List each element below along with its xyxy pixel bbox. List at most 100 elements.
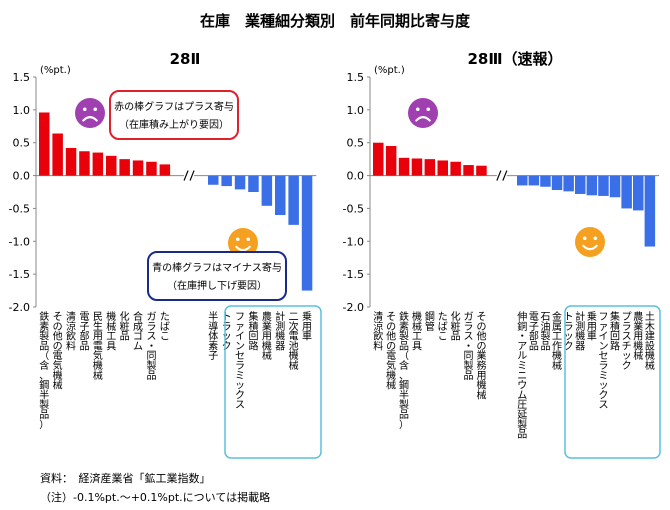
bar-positive: [65, 147, 77, 176]
x-tick-label: 電子部品: [529, 311, 539, 352]
bar-negative: [633, 175, 644, 211]
bar-positive: [39, 112, 50, 176]
y-tick-label: -0.5: [343, 202, 364, 215]
callout-positive: 赤の棒グラフはプラス寄与 （在庫積み上がり要因）: [109, 90, 239, 140]
x-tick-label: 鉄素製品（含、鋼半製品）: [399, 310, 409, 431]
sad-face-icon: [75, 98, 105, 128]
sad-face-icon-eye-right: [426, 107, 431, 112]
bar-positive: [119, 159, 130, 176]
x-tick-label: 集積回路: [610, 310, 620, 352]
bar-negative: [301, 175, 313, 291]
x-tick-label: ファインセラミックス: [235, 312, 245, 411]
source-note: 資料： 経済産業省「鉱工業指数」: [40, 472, 211, 485]
x-tick-label: 伸銅・アルミニウム圧延製品: [517, 311, 527, 441]
chart-panel-right: 28Ⅲ（速報） (%pt.) 1.5 1.0 0.5 0.0 -0.5 -1.0 -1.5 -2.…: [343, 50, 661, 459]
x-tick-label: たばこ: [160, 311, 170, 343]
x-tick-label: ファインセラミックス: [598, 312, 608, 411]
bar-negative: [275, 175, 286, 215]
bar-negative: [528, 175, 540, 186]
y-tick-label: -0.5: [9, 202, 30, 215]
sad-face-icon-mouth: [415, 116, 431, 122]
x-tick-label: 農業用機械: [633, 310, 643, 362]
sad-face-icon-circle: [75, 98, 105, 128]
x-tick-label: トラック: [564, 312, 574, 352]
x-tick-label: その他の電気機械: [386, 311, 396, 392]
bar-positive: [159, 164, 171, 176]
bar-positive: [476, 165, 487, 176]
callout-negative: 青の棒グラフはマイナス寄与 （在庫押し下げ要因）: [147, 251, 287, 301]
callout-positive-line1: 赤の棒グラフはプラス寄与: [114, 100, 234, 113]
axis-break-mark: [502, 170, 508, 181]
happy-face-icon-mouth: [235, 245, 251, 252]
y-tick-label: 0.0: [347, 170, 365, 183]
x-tick-label: 乗用車: [302, 311, 312, 343]
y-tick-label: 1.5: [347, 71, 365, 84]
x-tick-label: 農業用機械: [262, 310, 272, 362]
x-tick-label: プラスチック: [622, 311, 632, 372]
happy-face-icon-eye-left: [235, 237, 240, 242]
chart-title: 28Ⅱ: [170, 50, 201, 68]
bar-positive: [398, 157, 410, 176]
bar-negative: [586, 175, 598, 196]
y-axis-unit: (%pt.): [40, 65, 71, 76]
negative-labels-highlight: [224, 305, 322, 459]
bar-negative: [551, 175, 563, 191]
x-tick-label: ガラス・同製品: [464, 311, 474, 382]
happy-face-icon: [228, 228, 258, 258]
happy-face-icon-eye-right: [593, 236, 598, 241]
y-tick-label: -2.0: [9, 301, 30, 314]
bar-negative: [575, 175, 586, 194]
bar-positive: [92, 152, 104, 176]
sad-face-icon-mouth: [82, 116, 98, 122]
bar-positive: [146, 161, 157, 176]
x-tick-label: 機械工具: [412, 310, 422, 352]
bar-negative: [517, 175, 528, 186]
x-tick-label: その他の業務用機械: [476, 311, 486, 401]
x-tick-label: 半導体素子: [208, 310, 218, 362]
y-tick-label: -1.5: [9, 268, 30, 281]
x-tick-label: 集積回路: [248, 310, 258, 352]
x-tick-label: 乗用車: [587, 311, 597, 343]
bar-positive: [424, 159, 436, 176]
x-tick-label: その他の電気機械: [53, 311, 63, 392]
bar-positive: [385, 146, 397, 176]
bar-negative: [644, 175, 656, 247]
x-tick-label: 鉄素製品（含、鋼半製品）: [39, 310, 49, 431]
x-tick-label: 合成ゴム: [133, 310, 143, 352]
bar-negative: [288, 175, 299, 225]
axis-break-mark: [496, 170, 502, 181]
y-tick-label: 0.5: [347, 137, 365, 150]
callout-negative-line2: （在庫押し下げ要因）: [167, 279, 267, 292]
y-tick-label: -1.0: [9, 235, 30, 248]
x-tick-label: 民生用電気機械: [93, 311, 103, 382]
callout-negative-box: [147, 251, 287, 301]
bar-positive: [373, 142, 384, 176]
bar-negative: [621, 175, 632, 209]
bar-positive: [52, 133, 63, 176]
x-tick-label: 機械工具: [106, 310, 116, 352]
bar-positive: [463, 165, 474, 176]
chart-panel-left: 28Ⅱ (%pt.) 1.5 1.0 0.5 0.0 -0.5 -1.0 -1.5 -2.0 鉄素製…: [9, 50, 322, 459]
bar-positive: [450, 161, 461, 176]
bar-negative: [208, 175, 219, 185]
y-tick-label: -2.0: [343, 301, 364, 314]
y-axis-unit: (%pt.): [374, 65, 405, 76]
bar-negative: [234, 175, 246, 190]
bar-positive: [437, 160, 448, 176]
y-tick-label: -1.0: [343, 235, 364, 248]
x-tick-label: 電子部品: [79, 311, 89, 352]
negative-labels-highlight: [564, 305, 661, 459]
bar-negative: [609, 175, 621, 198]
axis-break-mark: [183, 170, 189, 181]
axis-break-mask: [496, 169, 507, 182]
axis-break-mask: [184, 169, 195, 182]
bar-negative: [598, 175, 609, 196]
bar-negative: [248, 175, 259, 192]
x-tick-label: 土木建設機械: [645, 310, 655, 372]
callout-positive-box: [109, 90, 239, 140]
bar-negative: [563, 175, 574, 192]
sad-face-icon-eye-right: [93, 107, 98, 112]
y-tick-label: -1.5: [343, 268, 364, 281]
happy-face-icon-mouth: [582, 244, 598, 251]
bar-negative: [540, 175, 551, 187]
